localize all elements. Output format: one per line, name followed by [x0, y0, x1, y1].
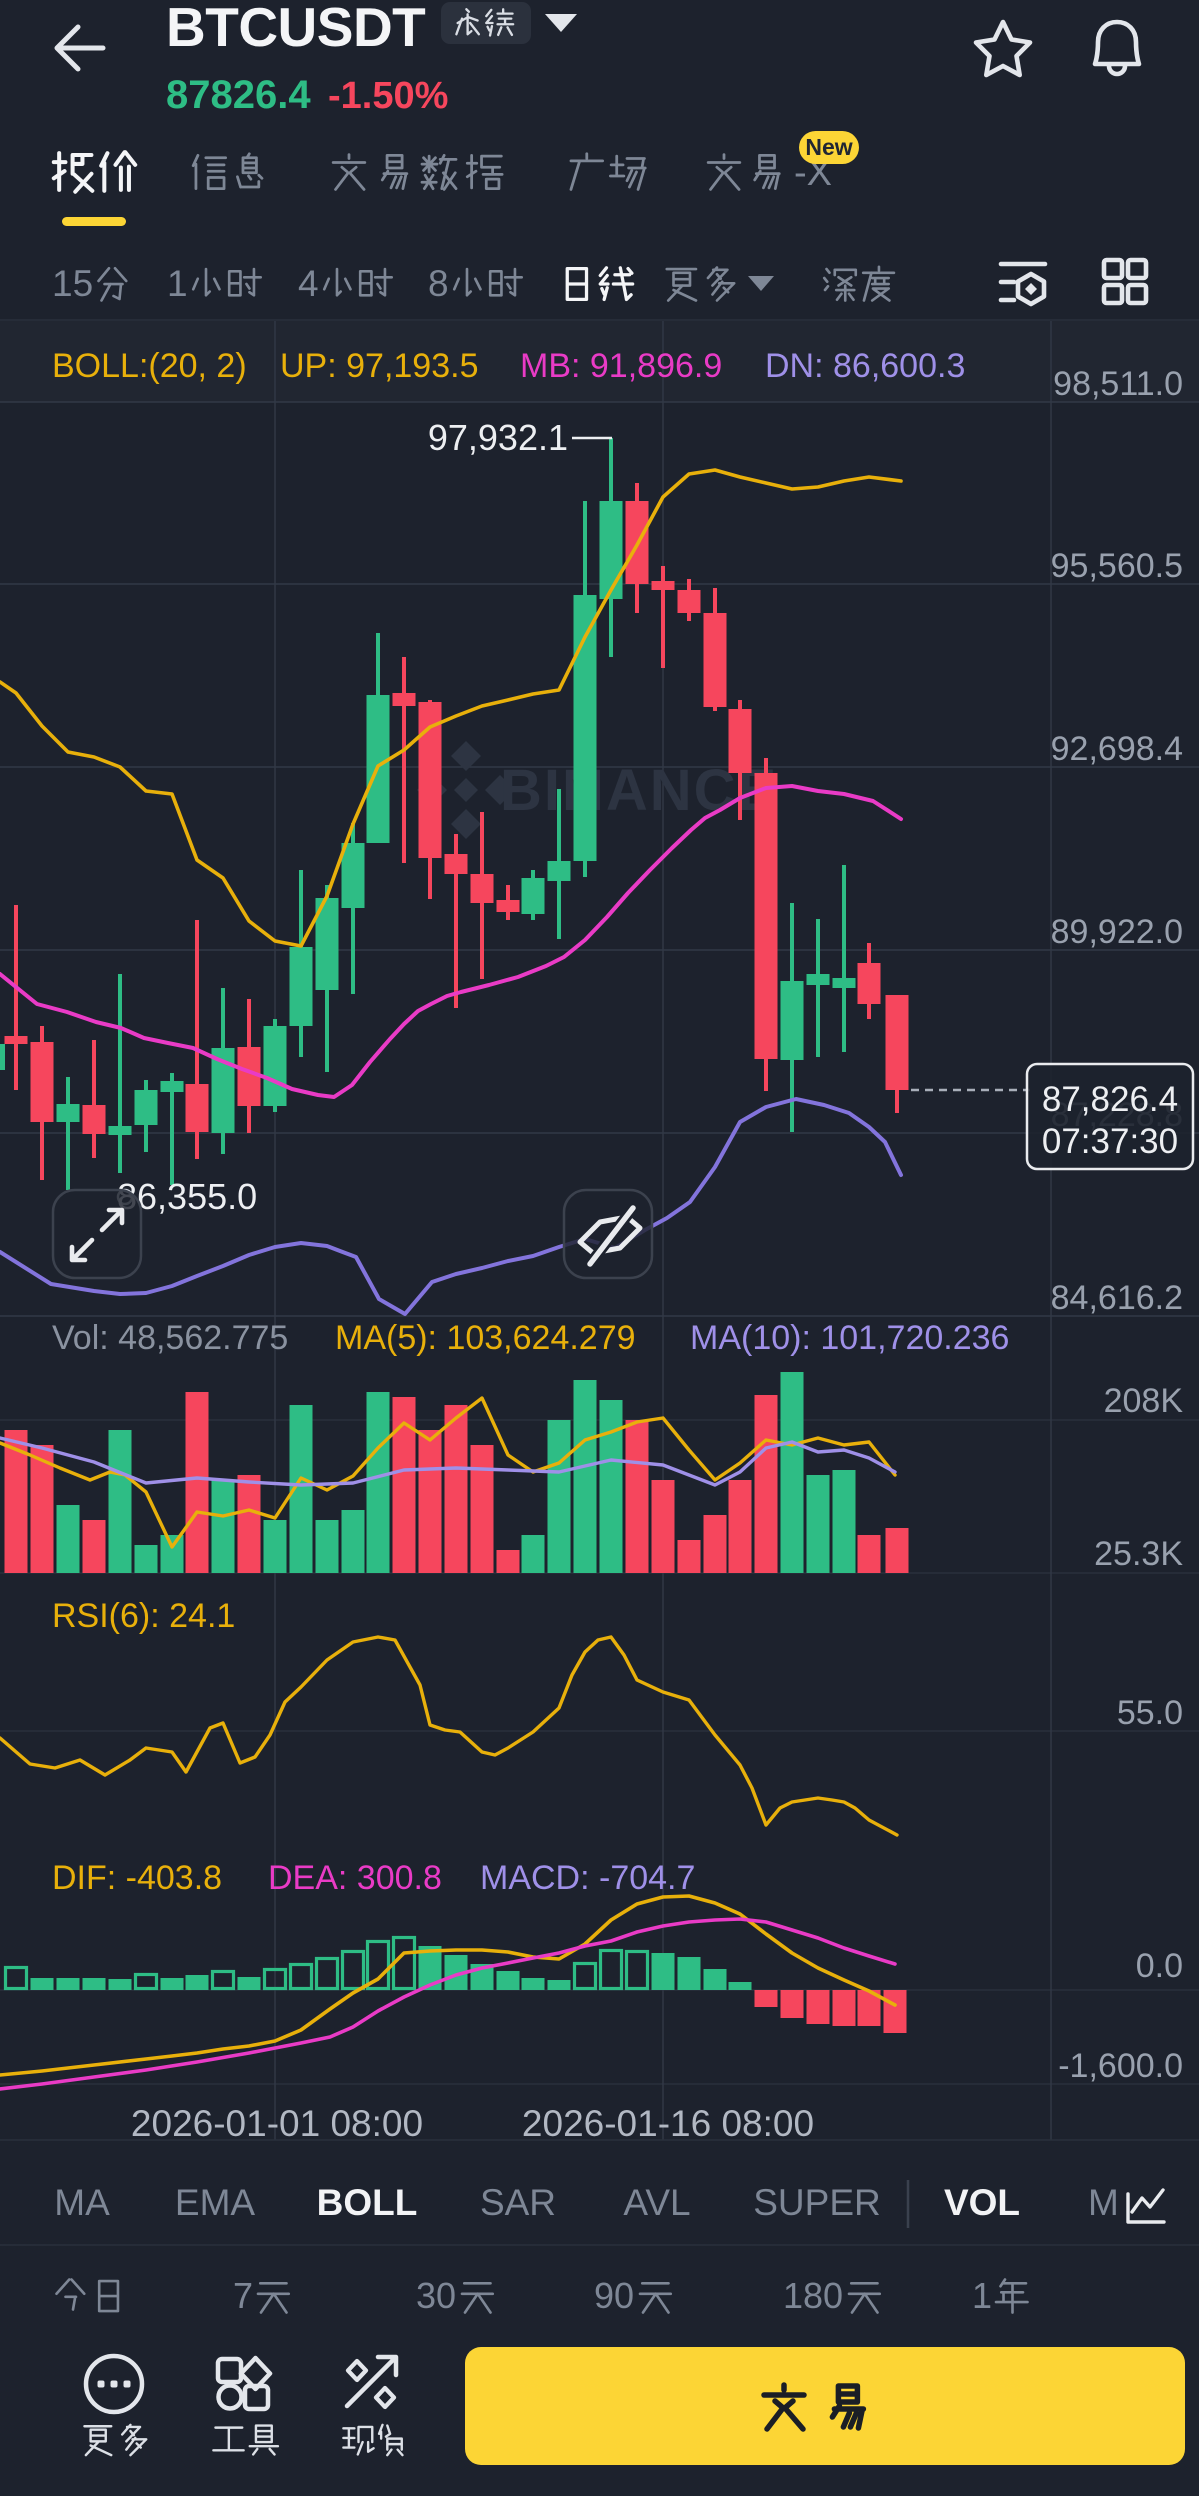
svg-text:2026-01-01 08:00: 2026-01-01 08:00 — [131, 2103, 423, 2144]
svg-text:7: 7 — [233, 2275, 253, 2316]
svg-text:8: 8 — [428, 263, 449, 304]
svg-text:92,698.4: 92,698.4 — [1051, 730, 1183, 768]
svg-text:-1.50%: -1.50% — [328, 75, 448, 117]
svg-text:VOL: VOL — [944, 2182, 1020, 2223]
svg-text:208K: 208K — [1104, 1382, 1184, 1420]
svg-text:180: 180 — [783, 2275, 843, 2316]
svg-text:RSI(6): 24.1: RSI(6): 24.1 — [52, 1597, 235, 1635]
svg-text:87826.4: 87826.4 — [166, 73, 311, 117]
svg-text:87,826.4: 87,826.4 — [1042, 1080, 1178, 1119]
svg-text:15: 15 — [52, 263, 93, 304]
svg-text:DN: 86,600.3: DN: 86,600.3 — [765, 347, 965, 385]
svg-text:84,616.2: 84,616.2 — [1051, 1279, 1183, 1317]
svg-text:1: 1 — [167, 263, 188, 304]
svg-text:MA(10): 101,720.236: MA(10): 101,720.236 — [690, 1319, 1009, 1357]
svg-text:MA: MA — [54, 2182, 110, 2223]
svg-text:Vol: 48,562.775: Vol: 48,562.775 — [52, 1319, 288, 1357]
svg-text:4: 4 — [298, 263, 319, 304]
svg-text:30: 30 — [416, 2275, 456, 2316]
svg-text:97,932.1: 97,932.1 — [428, 417, 568, 458]
svg-text:MACD: -704.7: MACD: -704.7 — [480, 1859, 695, 1897]
svg-text:EMA: EMA — [175, 2182, 256, 2223]
svg-text:DIF: -403.8: DIF: -403.8 — [52, 1859, 222, 1897]
svg-text:New: New — [805, 134, 852, 160]
svg-text:SUPER: SUPER — [753, 2182, 880, 2223]
svg-text:SAR: SAR — [480, 2182, 556, 2223]
svg-text:1: 1 — [972, 2275, 992, 2316]
svg-text:MA(5): 103,624.279: MA(5): 103,624.279 — [335, 1319, 636, 1357]
svg-text:DEA: 300.8: DEA: 300.8 — [268, 1859, 442, 1897]
svg-text:98,511.0: 98,511.0 — [1053, 365, 1183, 403]
svg-text:95,560.5: 95,560.5 — [1051, 547, 1183, 585]
svg-text:AVL: AVL — [623, 2182, 690, 2223]
svg-text:89,922.0: 89,922.0 — [1051, 913, 1183, 951]
svg-text:BOLL: BOLL — [317, 2182, 418, 2223]
svg-text:M: M — [1088, 2182, 1119, 2223]
svg-text:55.0: 55.0 — [1117, 1694, 1183, 1732]
svg-text:MB: 91,896.9: MB: 91,896.9 — [520, 347, 722, 385]
svg-text:BOLL:(20, 2): BOLL:(20, 2) — [52, 347, 247, 385]
svg-text:-1,600.0: -1,600.0 — [1058, 2047, 1183, 2085]
svg-text:2026-01-16 08:00: 2026-01-16 08:00 — [522, 2103, 814, 2144]
svg-text:BTCUSDT: BTCUSDT — [166, 0, 425, 58]
svg-text:25.3K: 25.3K — [1094, 1535, 1183, 1573]
svg-text:0.0: 0.0 — [1136, 1947, 1183, 1985]
svg-text:UP: 97,193.5: UP: 97,193.5 — [280, 347, 478, 385]
svg-text:07:37:30: 07:37:30 — [1042, 1122, 1178, 1161]
svg-text:90: 90 — [594, 2275, 634, 2316]
